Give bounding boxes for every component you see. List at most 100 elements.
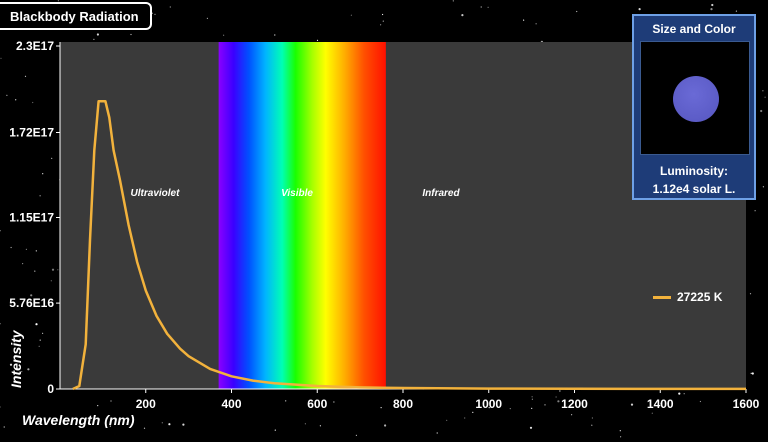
star-dot bbox=[57, 269, 59, 271]
star-dot bbox=[380, 407, 382, 409]
x-axis-label: Wavelength (nm) bbox=[22, 412, 135, 428]
star-dot bbox=[678, 392, 681, 395]
star-dot bbox=[591, 424, 593, 426]
star-dot bbox=[97, 405, 99, 407]
star-dot bbox=[736, 398, 738, 400]
star-dot bbox=[38, 345, 40, 347]
star-dot bbox=[274, 34, 276, 36]
star-dot bbox=[308, 400, 310, 402]
app-title-tab: Blackbody Radiation bbox=[0, 2, 152, 30]
star-dot bbox=[316, 39, 319, 42]
star-dot bbox=[487, 6, 489, 8]
star-dot bbox=[446, 419, 448, 421]
star-dot bbox=[0, 230, 1, 232]
x-tick-label: 600 bbox=[307, 397, 327, 411]
star-dot bbox=[34, 270, 36, 272]
star-dot bbox=[6, 94, 8, 96]
star-dot bbox=[93, 38, 95, 41]
star-dot bbox=[42, 173, 44, 175]
star-dot bbox=[754, 210, 756, 212]
x-tick-label: 800 bbox=[393, 397, 413, 411]
star-dot bbox=[42, 332, 44, 334]
star-dot bbox=[0, 406, 1, 408]
star-dot bbox=[168, 423, 171, 426]
star-dot bbox=[27, 368, 30, 371]
star-dot bbox=[472, 411, 474, 413]
star-dot bbox=[509, 408, 511, 410]
star-dot bbox=[557, 400, 560, 403]
plot-area bbox=[60, 42, 746, 389]
star-dot bbox=[523, 19, 525, 21]
legend: 27225 K bbox=[653, 290, 722, 304]
star-dot bbox=[15, 99, 17, 101]
x-tick-label: 1000 bbox=[475, 397, 502, 411]
star-dot bbox=[619, 430, 621, 432]
star-dot bbox=[751, 372, 754, 375]
star-dot bbox=[182, 423, 185, 426]
star-dot bbox=[576, 10, 578, 13]
star-dot bbox=[25, 248, 27, 250]
star-dot bbox=[620, 436, 622, 438]
star-dot bbox=[630, 403, 634, 406]
star-dot bbox=[762, 186, 765, 188]
star-dot bbox=[452, 0, 454, 2]
star-dot bbox=[355, 434, 357, 436]
panel-title: Size and Color bbox=[652, 22, 736, 36]
star-dot bbox=[151, 12, 153, 14]
size-color-panel: Size and Color Luminosity: 1.12e4 solar … bbox=[632, 14, 756, 200]
series-line bbox=[72, 99, 746, 391]
star-dot bbox=[96, 33, 99, 36]
star-dot bbox=[699, 400, 702, 403]
star-dot bbox=[760, 109, 763, 113]
visible-spectrum-band bbox=[218, 42, 386, 389]
star-dot bbox=[30, 294, 33, 297]
star-dot bbox=[710, 8, 713, 11]
star-dot bbox=[749, 293, 752, 295]
star-dot bbox=[35, 323, 38, 326]
star-dot bbox=[488, 407, 490, 409]
star-dot bbox=[51, 268, 55, 271]
y-tick-label: 1.72E17 bbox=[9, 125, 54, 139]
star-dot bbox=[683, 393, 685, 395]
star-dot bbox=[559, 390, 561, 392]
star-dot bbox=[319, 425, 321, 427]
y-tick-label: 1.15E17 bbox=[9, 211, 54, 225]
star-dot bbox=[571, 414, 573, 416]
star-dot bbox=[531, 396, 533, 398]
star-dot bbox=[384, 424, 387, 427]
star-dot bbox=[39, 195, 41, 197]
star-dot bbox=[0, 323, 1, 325]
star-dot bbox=[531, 398, 534, 400]
star-dot bbox=[35, 250, 37, 252]
star-dot bbox=[535, 23, 537, 25]
star-dot bbox=[531, 407, 533, 409]
star-dot bbox=[274, 429, 276, 431]
star-dot bbox=[161, 422, 163, 424]
star-dot bbox=[21, 371, 23, 373]
star-dot bbox=[154, 13, 156, 15]
star-dot bbox=[436, 432, 438, 434]
star-dot bbox=[206, 17, 208, 19]
y-tick-label: 5.76E16 bbox=[9, 296, 54, 310]
region-label-visible: Visible bbox=[281, 188, 313, 199]
star-dot bbox=[24, 75, 27, 77]
star-dot bbox=[50, 280, 52, 282]
star-dot bbox=[109, 425, 111, 427]
star-dot bbox=[750, 372, 752, 374]
star-dot bbox=[762, 90, 764, 92]
y-tick-label: 0 bbox=[47, 382, 54, 396]
star-dot bbox=[544, 404, 546, 406]
star-dot bbox=[480, 6, 482, 8]
star-dot bbox=[461, 14, 464, 17]
legend-swatch bbox=[653, 295, 671, 299]
star-dot bbox=[130, 33, 132, 36]
luminosity-value: 1.12e4 solar L. bbox=[652, 182, 736, 196]
star-dot bbox=[555, 396, 557, 398]
star-dot bbox=[382, 20, 384, 22]
luminosity-label: Luminosity: bbox=[660, 164, 728, 178]
star-dot bbox=[110, 400, 112, 402]
star-dot bbox=[638, 8, 641, 11]
star-dot bbox=[711, 3, 714, 7]
star-dot bbox=[464, 417, 466, 419]
